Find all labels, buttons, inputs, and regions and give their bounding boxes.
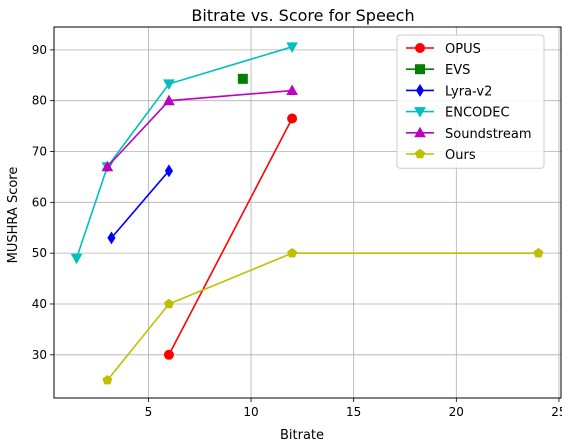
legend-label: Ours: [445, 148, 476, 163]
y-tick-label: 60: [32, 195, 47, 209]
x-axis-label: Bitrate: [280, 428, 324, 443]
data-point-ours: [287, 247, 298, 258]
y-axis-label: MUSHRA Score: [6, 167, 21, 264]
legend-box: [396, 34, 545, 169]
legend-label: Lyra-v2: [445, 84, 492, 99]
y-tick-label: 90: [32, 43, 47, 57]
series-line-ours: [106, 252, 539, 381]
data-point-ours: [163, 298, 174, 309]
series-soundstream: [101, 84, 298, 172]
legend-marker: [415, 43, 425, 53]
series-evs: [237, 73, 248, 84]
data-point-lyra-v2: [164, 164, 174, 178]
legend-entry-soundstream: Soundstream: [406, 126, 532, 142]
data-point-lyra-v2: [107, 231, 116, 245]
data-point-encodec: [163, 79, 175, 90]
series-encodec: [70, 42, 298, 265]
x-tick-label: 15: [346, 405, 361, 419]
y-tick-label: 50: [32, 246, 47, 260]
data-point-opus: [163, 349, 174, 360]
data-point-soundstream: [163, 94, 175, 106]
chart-title: Bitrate vs. Score for Speech: [191, 6, 414, 25]
series-layer: [70, 42, 544, 385]
series-ours: [102, 247, 544, 385]
legend-label: Soundstream: [445, 127, 532, 142]
data-point-opus: [287, 113, 298, 124]
series-lyra-v2: [107, 164, 174, 245]
x-tick-label: 20: [449, 405, 464, 419]
x-tick-label: 10: [243, 405, 258, 419]
data-point-soundstream: [101, 160, 114, 172]
legend-marker: [415, 148, 425, 159]
legend-marker: [415, 83, 425, 97]
legend-entry-ours: Ours: [406, 148, 476, 163]
data-point-soundstream: [286, 84, 298, 96]
legend-entry-encodec: ENCODEC: [406, 106, 510, 121]
series-line-opus: [168, 118, 293, 356]
series-line-lyra-v2: [110, 170, 170, 239]
y-tick-label: 40: [32, 297, 47, 311]
data-point-evs: [237, 73, 248, 84]
ticks: 5 10 15 20 25 30 40 50 60 70 80 90: [32, 43, 562, 419]
y-tick-label: 70: [32, 145, 47, 159]
data-point-ours: [533, 247, 544, 258]
legend-label: OPUS: [445, 42, 481, 57]
legend-entry-evs: EVS: [406, 63, 470, 78]
plot-frame: [53, 26, 562, 399]
legend-marker: [414, 126, 426, 138]
legend-marker: [414, 107, 426, 118]
series-line-encodec: [75, 46, 293, 259]
legend: OPUS EVS Lyra-v2 ENCODEC Soundstream Ours: [396, 34, 545, 169]
y-tick-label: 80: [32, 94, 47, 108]
x-tick-label: 5: [145, 405, 153, 419]
data-point-encodec: [286, 42, 298, 53]
legend-label: EVS: [445, 63, 470, 78]
legend-marker: [415, 64, 425, 75]
x-tick-label: 25: [551, 405, 562, 419]
data-point-encodec: [70, 253, 83, 265]
legend-label: ENCODEC: [445, 106, 510, 121]
legend-entry-opus: OPUS: [406, 42, 481, 57]
data-point-ours: [102, 374, 113, 385]
series-opus: [163, 113, 298, 360]
legend-entry-lyra-v2: Lyra-v2: [406, 83, 492, 99]
y-tick-label: 30: [32, 348, 47, 362]
